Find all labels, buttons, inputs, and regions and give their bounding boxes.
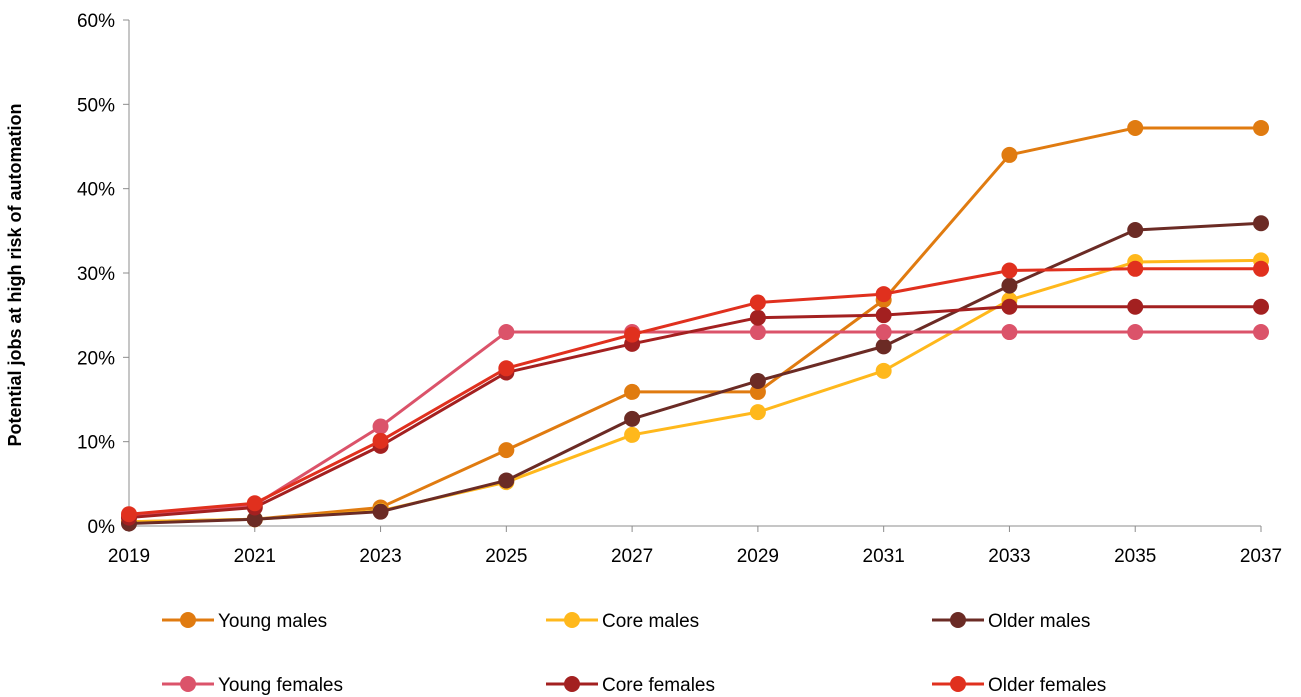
x-tick-label: 2031 (863, 546, 905, 567)
data-point (749, 383, 766, 400)
legend-item: Young females (162, 675, 343, 696)
data-point (1253, 298, 1269, 315)
x-tick-label: 2035 (1114, 546, 1156, 567)
data-point (246, 511, 263, 528)
x-tick-label: 2037 (1240, 546, 1282, 567)
x-tick-label: 2027 (611, 546, 653, 567)
x-tick-label: 2021 (234, 546, 276, 567)
data-point (1001, 298, 1018, 315)
data-point (1127, 260, 1144, 277)
data-point (749, 372, 766, 389)
data-point (498, 360, 515, 377)
legend-label: Young males (218, 611, 327, 632)
y-tick-label: 40% (77, 180, 115, 201)
x-tick-label: 2025 (485, 546, 527, 567)
y-tick-label: 20% (77, 348, 115, 369)
x-tick-label: 2033 (988, 546, 1030, 567)
x-tick-label: 2029 (737, 546, 779, 567)
series-older-females (121, 260, 1269, 523)
series-line (128, 221, 1262, 525)
legend-swatch-marker (950, 612, 966, 628)
x-tick-label: 2019 (108, 546, 150, 567)
data-point (1253, 260, 1269, 277)
data-point (1127, 324, 1144, 341)
data-point (372, 418, 389, 435)
data-point (1001, 324, 1018, 341)
legend-label: Older females (988, 675, 1106, 696)
data-point (246, 495, 263, 512)
data-point (1253, 324, 1269, 341)
legend-item: Older males (932, 611, 1090, 632)
data-point (372, 432, 389, 449)
data-point (1127, 298, 1144, 315)
series-layer (121, 119, 1269, 532)
legend-item: Core females (546, 675, 715, 696)
data-point (498, 442, 515, 459)
y-axis-title: Potential jobs at high risk of automatio… (5, 103, 25, 446)
legend-label: Core males (602, 611, 699, 632)
data-point (372, 503, 389, 520)
data-point (749, 324, 766, 341)
data-point (1001, 262, 1018, 279)
legend-swatch-marker (180, 612, 196, 628)
legend-swatch-marker (950, 676, 966, 692)
data-point (1253, 215, 1269, 232)
data-point (624, 426, 641, 443)
data-point (1127, 221, 1144, 238)
legend-item: Core males (546, 611, 699, 632)
data-point (624, 326, 641, 343)
data-point (875, 307, 892, 324)
series-line (128, 305, 1261, 520)
y-tick-label: 10% (77, 433, 115, 454)
series-line (128, 267, 1261, 516)
data-point (749, 309, 766, 326)
data-point (875, 338, 892, 355)
y-tick-label: 60% (77, 11, 115, 32)
data-point (498, 472, 515, 489)
legend-swatch-marker (564, 676, 580, 692)
data-point (624, 383, 641, 400)
series-line (128, 126, 1261, 524)
data-point (875, 362, 892, 379)
data-point (1127, 119, 1144, 136)
legend-label: Older males (988, 611, 1090, 632)
data-point (1001, 146, 1018, 163)
series-young-males (121, 119, 1269, 530)
data-point (1253, 119, 1269, 136)
y-tick-label: 30% (77, 264, 115, 285)
legend-swatch-marker (180, 676, 196, 692)
x-tick-label: 2023 (359, 546, 401, 567)
legend-swatch-marker (564, 612, 580, 628)
data-point (121, 506, 137, 523)
legend-item: Older females (932, 675, 1106, 696)
y-tick-label: 50% (77, 95, 115, 116)
data-point (624, 410, 641, 427)
data-point (498, 324, 515, 341)
data-point (875, 324, 892, 341)
legend: Young males Core males Older males Young fe… (162, 611, 1106, 696)
legend-label: Young females (218, 675, 343, 696)
legend-item: Young males (162, 611, 327, 632)
data-point (749, 294, 766, 311)
y-tick-label: 0% (88, 517, 116, 538)
axes: 0% 10% 20% 30% 40% 50% 60% 2019 2021 2023 2025 2027… (77, 11, 1282, 567)
legend-label: Core females (602, 675, 715, 696)
data-point (1001, 277, 1018, 294)
data-point (875, 286, 892, 303)
data-point (749, 404, 766, 421)
